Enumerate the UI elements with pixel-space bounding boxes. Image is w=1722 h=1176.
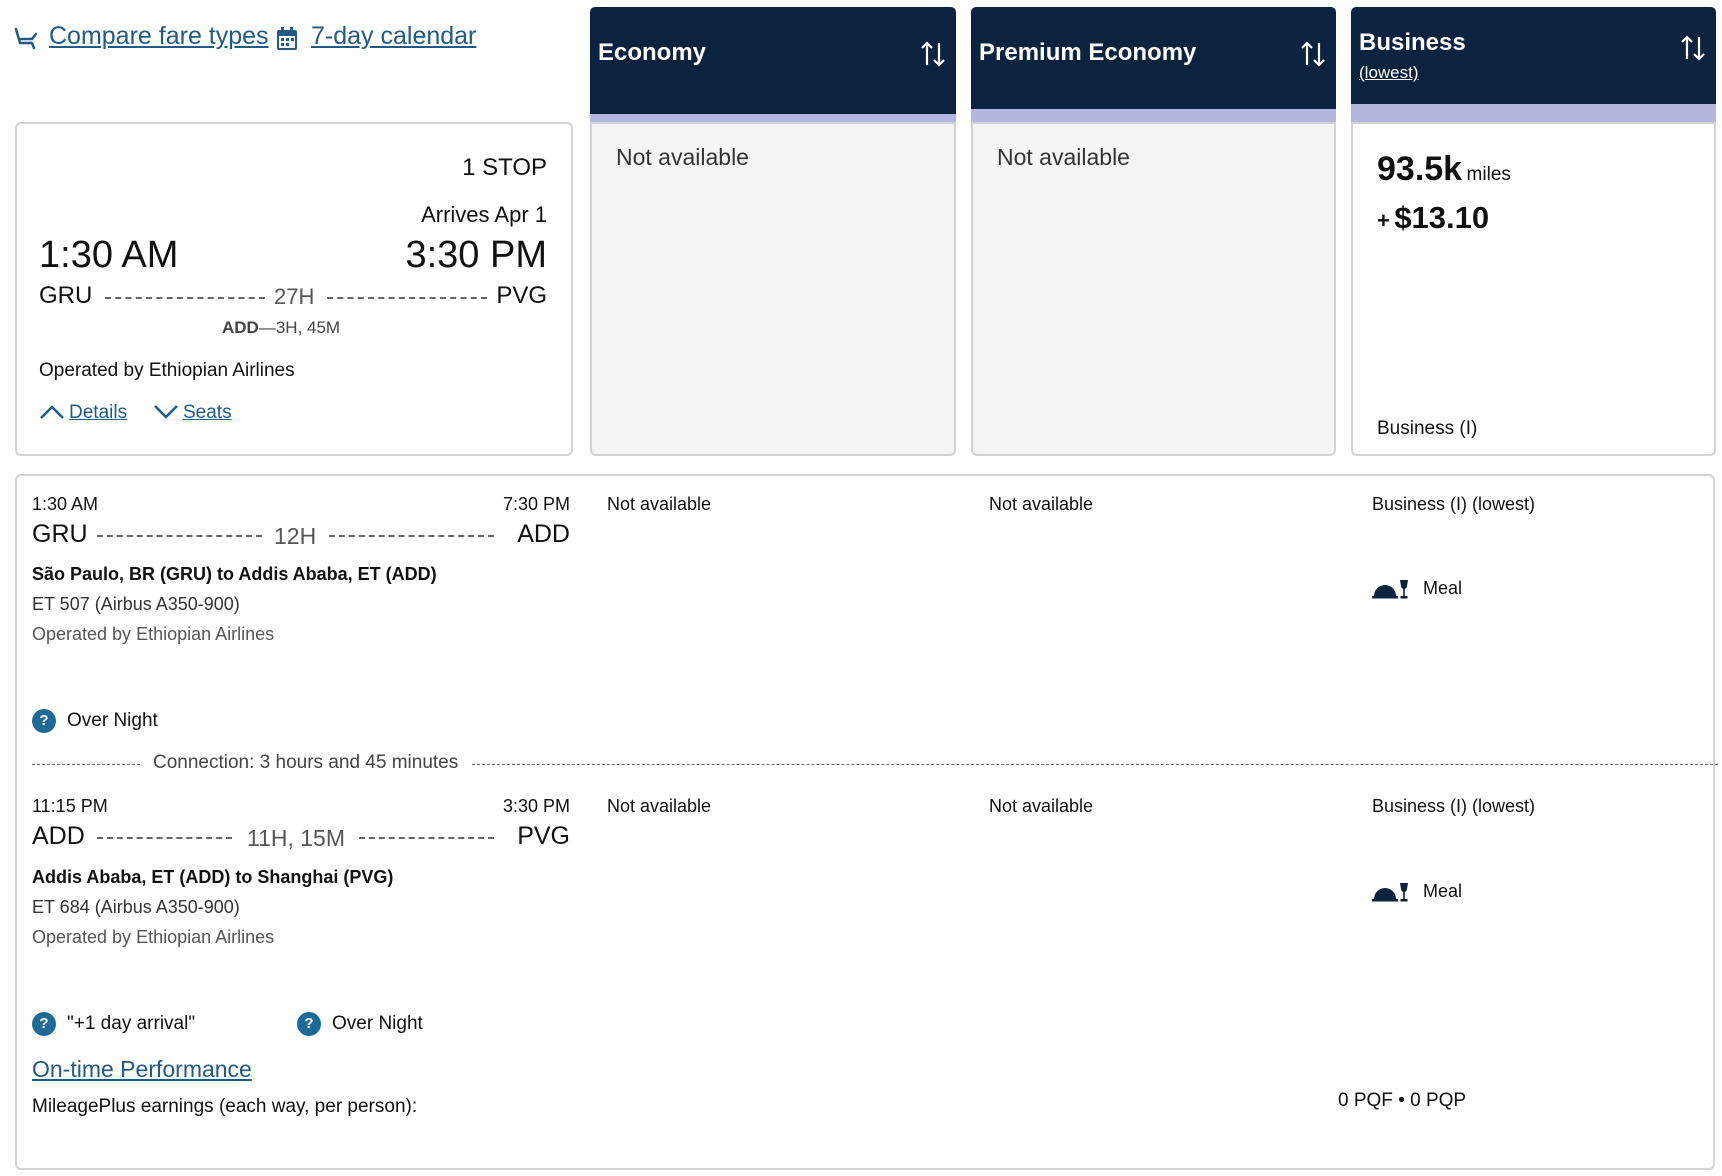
origin-code: GRU [39,282,93,309]
segment-2-business: Business (I) (lowest) [1372,796,1536,816]
business-lowest-link[interactable]: (lowest) [1359,63,1419,82]
segment-2-meal: Meal [1423,881,1463,901]
economy-title: Economy [598,39,707,66]
business-miles: 93.5k miles [1377,150,1511,189]
business-tax: + $13.10 [1377,200,1489,236]
business-header[interactable]: Business (lowest) [1351,7,1716,104]
segment-1-depart-time: 1:30 AM [32,494,99,514]
segment-1-economy: Not available [607,494,712,514]
calendar-icon [275,26,299,52]
segment-2-arrive-time: 3:30 PM [502,796,570,816]
segment-1-duration: 12H [274,523,317,549]
destination-code: PVG [496,282,547,309]
segment-1-route: São Paulo, BR (GRU) to Addis Ababa, ET (… [32,564,437,584]
pqf-value: 0 PQF [1338,1090,1393,1111]
layover-airport: ADD [222,318,259,337]
segment-1-line-left [97,535,262,537]
seats-link[interactable]: Seats [183,402,232,423]
miles-unit: miles [1466,164,1511,185]
seven-day-calendar-link[interactable]: 7-day calendar [311,22,477,50]
premium-economy-fare-box: Not available [971,122,1336,456]
segment-1-operator: Operated by Ethiopian Airlines [32,624,275,644]
segment-2-operator: Operated by Ethiopian Airlines [32,927,275,947]
business-cabin: Business (I) [1377,418,1478,439]
segment-2-premium: Not available [989,796,1094,816]
economy-status: Not available [616,144,749,170]
segment-2-note-overnight: Over Night [332,1013,423,1034]
segment-1-note: Over Night [67,710,158,731]
compare-fare-types-link[interactable]: Compare fare types [49,22,269,50]
premium-economy-strip [971,109,1336,122]
depart-time: 1:30 AM [39,234,179,276]
stops-label: 1 STOP [462,154,547,181]
question-circle-icon[interactable]: ? [297,1012,321,1036]
segment-2-economy: Not available [607,796,712,816]
earnings-values: 0 PQF • 0 PQP [1338,1090,1466,1112]
sort-arrows-icon[interactable] [1300,39,1326,69]
segment-1-destination: ADD [517,520,570,548]
segment-1-business: Business (I) (lowest) [1372,494,1536,514]
economy-header[interactable]: Economy [590,7,956,114]
operator-label: Operated by Ethiopian Airlines [39,360,295,381]
tax-value: $13.10 [1394,200,1490,235]
meal-icon [1372,881,1410,903]
segment-2-origin: ADD [32,822,85,850]
segment-1-origin: GRU [32,520,88,548]
segment-2-depart-time: 11:15 PM [32,796,108,816]
layover-time: 3H, 45M [275,318,341,337]
segment-1-line-right [329,535,494,537]
segment-2-line-left [97,837,232,839]
premium-economy-status: Not available [997,144,1130,170]
sort-arrows-icon[interactable] [920,39,946,69]
route-line-left [105,297,265,299]
segment-1-premium: Not available [989,494,1094,514]
connection-line-left [32,764,140,765]
segment-1-flight: ET 507 (Airbus A350-900) [32,594,240,614]
chevron-up-icon[interactable] [39,404,65,420]
arrive-time: 3:30 PM [405,234,547,276]
bullet-separator: • [1398,1090,1405,1111]
miles-value: 93.5k [1377,150,1463,188]
layover-info: ADD—3H, 45M [222,318,340,338]
segment-2-flight: ET 684 (Airbus A350-900) [32,897,240,917]
layover-separator: — [258,318,276,337]
on-time-performance-link[interactable]: On-time Performance [32,1056,252,1082]
economy-strip [590,114,956,122]
segment-2-line-right [359,837,494,839]
question-circle-icon[interactable]: ? [32,709,56,733]
segment-2-route: Addis Ababa, ET (ADD) to Shanghai (PVG) [32,867,394,887]
total-duration: 27H [274,284,315,309]
segment-2-duration: 11H, 15M [247,825,346,851]
business-title: Business [1359,29,1466,56]
question-circle-icon[interactable]: ? [32,1012,56,1036]
economy-fare-box: Not available [590,122,956,456]
segment-1-meal: Meal [1423,578,1463,598]
connection-label: Connection: 3 hours and 45 minutes [153,752,459,773]
details-link[interactable]: Details [69,402,128,423]
arrival-date: Arrives Apr 1 [421,202,547,227]
seat-icon [12,26,40,52]
premium-economy-header[interactable]: Premium Economy [971,7,1336,109]
chevron-down-icon[interactable] [153,404,179,420]
segment-2-note-arrival: "+1 day arrival" [67,1013,196,1034]
earnings-label: MileagePlus earnings (each way, per pers… [32,1096,418,1117]
premium-economy-title: Premium Economy [979,39,1197,66]
sort-arrows-icon[interactable] [1680,33,1706,63]
business-strip [1351,104,1716,122]
segment-1-arrive-time: 7:30 PM [502,494,570,514]
flight-summary-card: 1 STOP Arrives Apr 1 1:30 AM 3:30 PM GRU… [15,122,573,456]
plus-sign: + [1377,208,1390,233]
connection-line-right [472,764,1718,765]
route-line-right [327,297,487,299]
segment-2-destination: PVG [517,822,570,850]
flight-details-panel: 1:30 AM 7:30 PM GRU 12H ADD São Paulo, B… [15,474,1718,1170]
business-fare-box[interactable]: 93.5k miles + $13.10 Business (I) [1351,122,1716,456]
meal-icon [1372,578,1410,600]
pqp-value: 0 PQP [1410,1090,1467,1111]
